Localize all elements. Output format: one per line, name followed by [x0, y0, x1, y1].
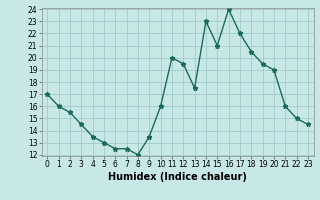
X-axis label: Humidex (Indice chaleur): Humidex (Indice chaleur) [108, 172, 247, 182]
